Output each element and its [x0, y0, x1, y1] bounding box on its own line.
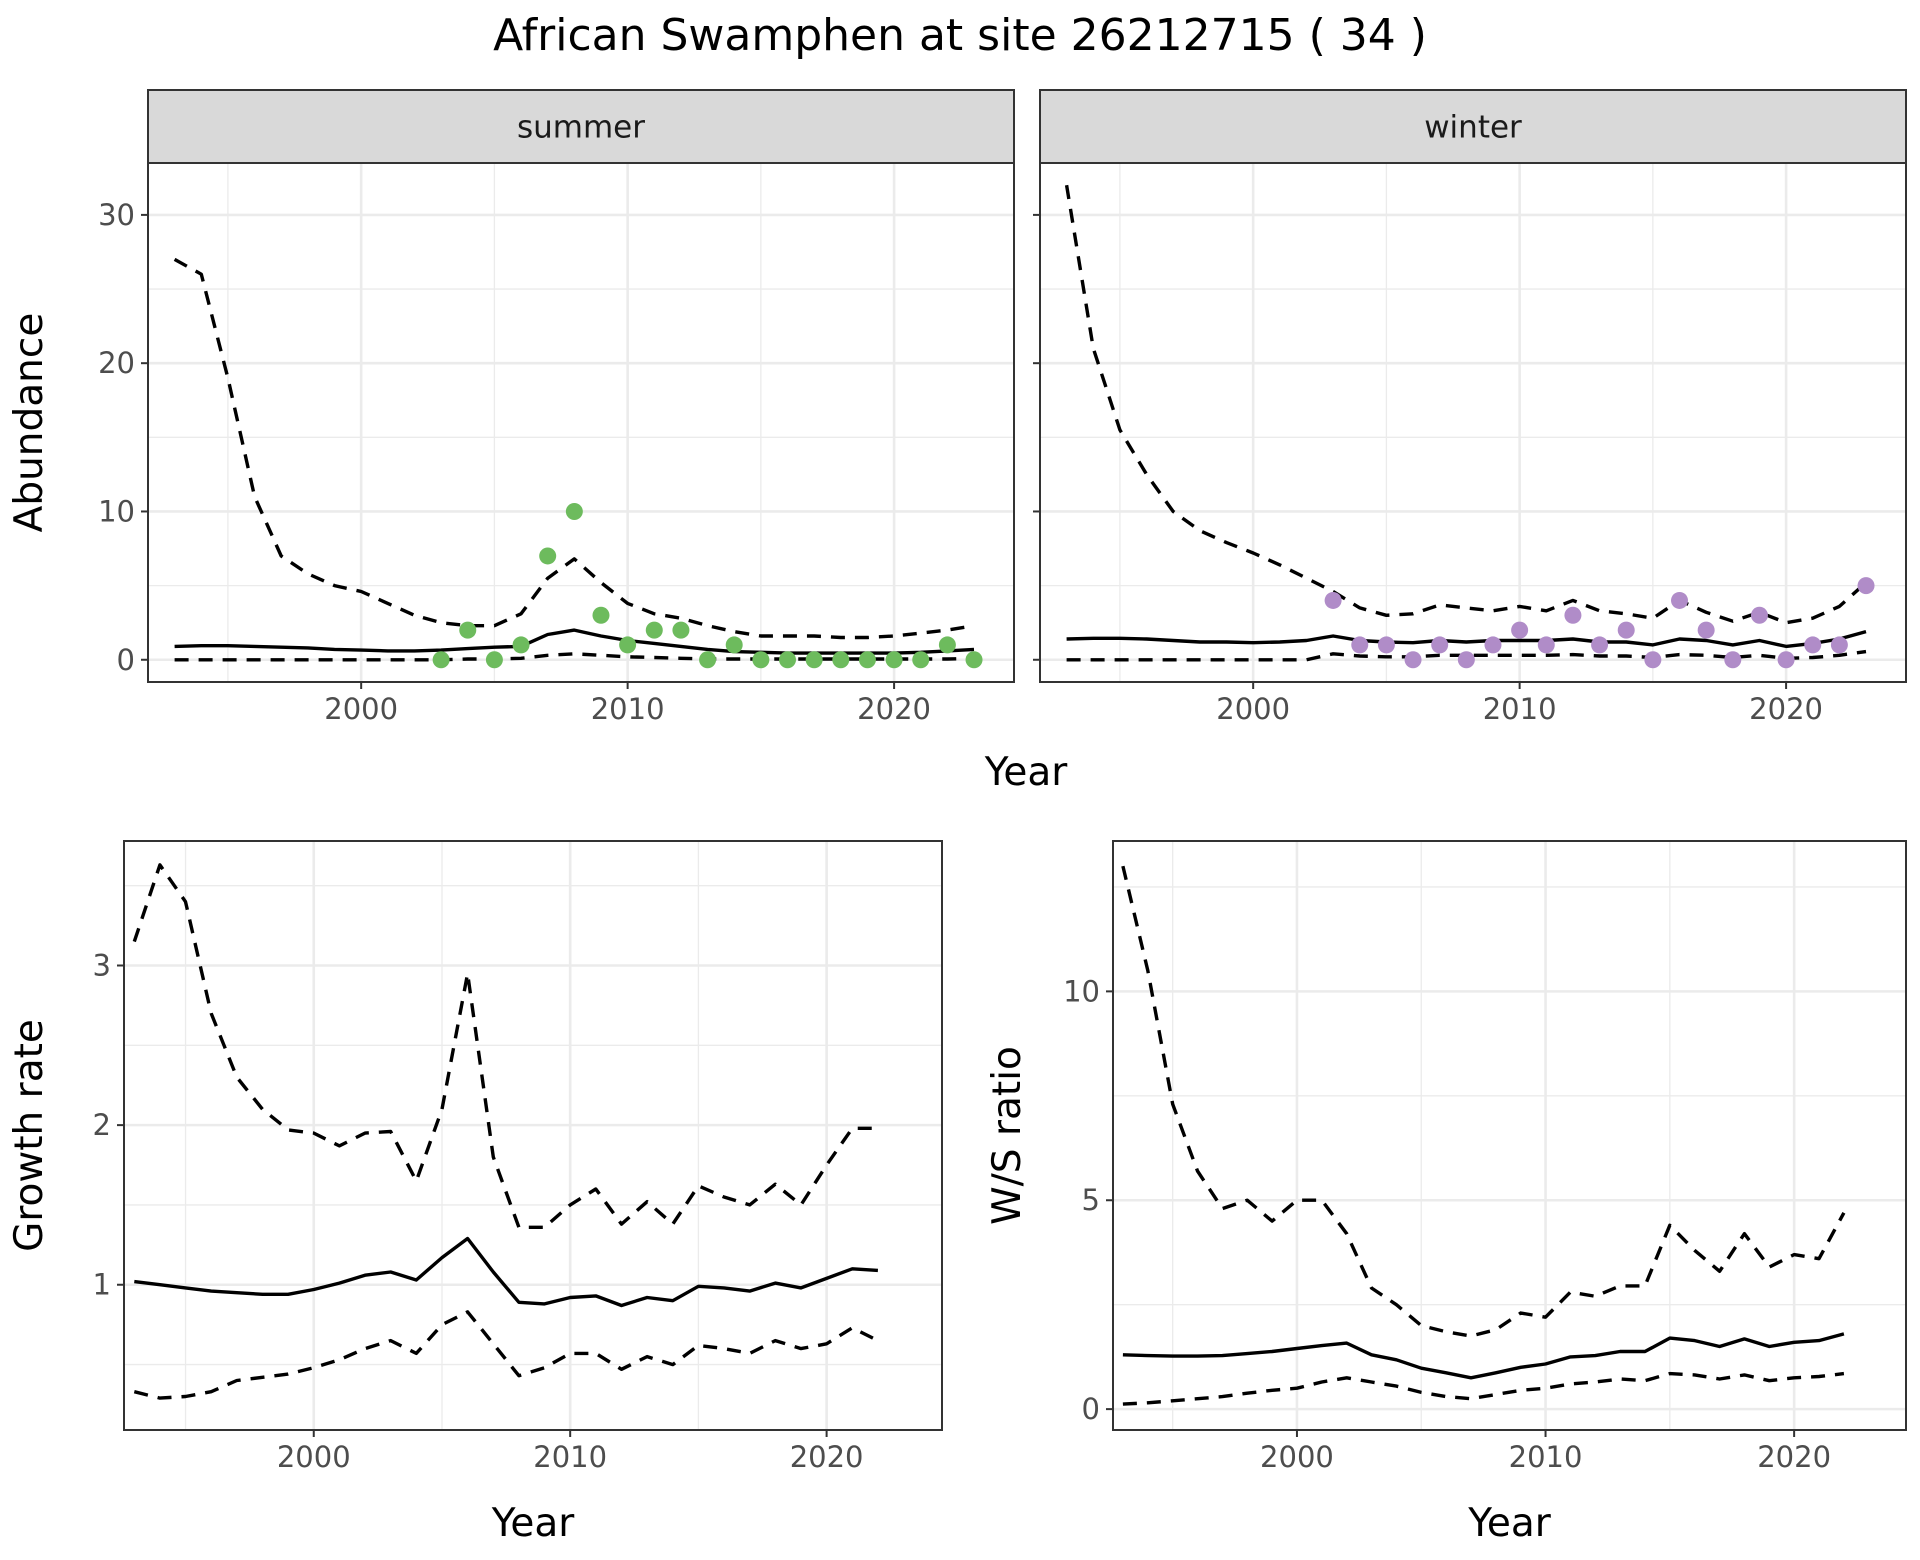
winter-observed-point — [1457, 651, 1475, 669]
y-axis-title-ratio: W/S ratio — [985, 1046, 1030, 1225]
summer-lower-line — [174, 652, 975, 662]
x-tick-label: 2010 — [533, 1440, 607, 1474]
x-tick-label: 2010 — [1509, 1440, 1583, 1474]
summer-observed-point — [752, 651, 770, 669]
summer-observed-point — [912, 651, 930, 669]
facet-label-winter: winter — [1424, 110, 1522, 146]
y-axis-title-growth: Growth rate — [7, 1019, 52, 1252]
x-tick-label: 2010 — [591, 692, 665, 726]
summer-observed-point — [885, 651, 903, 669]
winter-observed-point — [1671, 591, 1689, 609]
panel-summer: summer 2000 2010 2020 0 10 20 30 Abundance — [7, 89, 1015, 726]
y-tick-label: 10 — [98, 494, 135, 528]
winter-observed-point — [1804, 636, 1822, 654]
summer-observed-point — [565, 502, 583, 520]
y-tick-label: 30 — [98, 198, 135, 232]
summer-upper-line — [173, 257, 975, 640]
x-tick-label: 2000 — [1260, 1440, 1334, 1474]
facet-label-summer: summer — [517, 110, 645, 146]
winter-observed-point — [1644, 651, 1662, 669]
winter-observed-point — [1564, 606, 1582, 624]
summer-observed-point — [432, 651, 450, 669]
y-tick-label: 5 — [1082, 1183, 1100, 1217]
summer-observed-point — [858, 651, 876, 669]
summer-observed-point — [592, 606, 610, 624]
winter-observed-point — [1377, 636, 1395, 654]
winter-observed-point — [1431, 636, 1449, 654]
y-tick-label: 3 — [93, 949, 111, 983]
ratio-upper-line — [1121, 865, 1846, 1338]
winter-observed-point — [1591, 636, 1609, 654]
x-axis-title-growth: Year — [491, 1501, 576, 1546]
summer-observed-point — [539, 547, 557, 565]
winter-observed-point — [1750, 606, 1768, 624]
x-tick-label: 2020 — [1749, 692, 1823, 726]
summer-observed-point — [699, 651, 717, 669]
panel-border-summer — [147, 162, 1015, 683]
summer-observed-point — [512, 636, 530, 654]
winter-observed-point — [1617, 621, 1635, 639]
winter-observed-point — [1484, 636, 1502, 654]
summer-observed-point — [459, 621, 477, 639]
summer-estimate-line — [174, 628, 975, 655]
panel-ratio: 2000 2010 2020 0 5 10 W/S ratio Year — [985, 840, 1907, 1546]
top-row-x-axis-title-group: Year — [984, 750, 1069, 795]
summer-observed-point — [725, 636, 743, 654]
winter-observed-point — [1324, 591, 1342, 609]
winter-observed-point — [1724, 651, 1742, 669]
winter-observed-point — [1697, 621, 1715, 639]
summer-observed-point — [832, 651, 850, 669]
winter-estimate-line — [1066, 629, 1867, 649]
summer-observed-point — [485, 651, 503, 669]
y-tick-label: 1 — [93, 1268, 111, 1302]
growth-estimate-line — [134, 1236, 879, 1308]
facet-strip-summer — [147, 89, 1015, 164]
y-tick-label: 10 — [1063, 974, 1100, 1008]
summer-observed-point — [965, 651, 983, 669]
growth-lower-line — [133, 1310, 879, 1400]
winter-observed-point — [1830, 636, 1848, 654]
summer-observed-point — [805, 651, 823, 669]
y-tick-label: 2 — [93, 1108, 111, 1142]
y-tick-label: 0 — [117, 643, 135, 677]
winter-lower-line — [1066, 649, 1867, 662]
x-tick-label: 2010 — [1483, 692, 1557, 726]
figure-title: African Swamphen at site 26212715 ( 34 ) — [493, 10, 1427, 61]
winter-observed-point — [1404, 651, 1422, 669]
ratio-estimate-line — [1122, 1332, 1845, 1380]
winter-observed-point — [1511, 621, 1529, 639]
y-tick-label: 20 — [98, 346, 135, 380]
panel-border-ratio — [1112, 840, 1907, 1431]
summer-observed-point — [938, 636, 956, 654]
y-axis-title-summer: Abundance — [7, 313, 52, 533]
growth-upper-line — [132, 863, 878, 1230]
winter-upper-line — [1064, 184, 1868, 625]
x-tick-label: 2000 — [277, 1440, 351, 1474]
winter-observed-point — [1351, 636, 1369, 654]
summer-observed-point — [672, 621, 690, 639]
summer-observed-point — [779, 651, 797, 669]
panel-growth: 2000 2010 2020 1 2 3 Growth rate Year — [7, 840, 943, 1546]
ratio-lower-line — [1122, 1371, 1845, 1406]
panel-border-growth — [123, 840, 943, 1431]
x-tick-label: 2020 — [790, 1440, 864, 1474]
x-tick-label: 2020 — [857, 692, 931, 726]
x-tick-label: 2000 — [324, 692, 398, 726]
y-tick-label: 0 — [1082, 1392, 1100, 1426]
panel-border-winter — [1039, 162, 1907, 683]
winter-observed-point — [1857, 577, 1875, 595]
x-axis-title-ratio: Year — [1467, 1501, 1552, 1546]
summer-observed-point — [645, 621, 663, 639]
x-tick-label: 2020 — [1757, 1440, 1831, 1474]
winter-observed-point — [1777, 651, 1795, 669]
winter-observed-point — [1537, 636, 1555, 654]
summer-observed-point — [619, 636, 637, 654]
x-tick-label: 2000 — [1216, 692, 1290, 726]
top-row-x-axis-title: Year — [984, 750, 1069, 795]
panel-winter: winter 2000 2010 2020 — [1033, 89, 1907, 726]
